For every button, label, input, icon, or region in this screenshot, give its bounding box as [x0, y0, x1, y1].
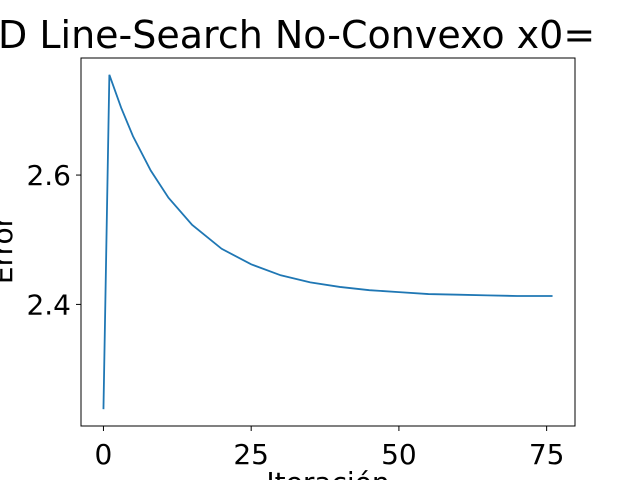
y-tick-label: 2.6: [26, 159, 71, 192]
plot-frame: [80, 57, 576, 427]
x-axis-label: Iteración: [266, 466, 389, 480]
data-line: [102, 74, 553, 410]
y-axis-label: Error: [0, 215, 19, 284]
x-tick-label: 75: [529, 438, 565, 471]
x-tick-label: 25: [233, 438, 269, 471]
chart-title: D Line-Search No-Convexo x0=: [0, 13, 595, 57]
y-tick-label: 2.4: [26, 288, 71, 321]
x-tick-label: 50: [381, 438, 417, 471]
x-tick-label: 0: [95, 438, 113, 471]
